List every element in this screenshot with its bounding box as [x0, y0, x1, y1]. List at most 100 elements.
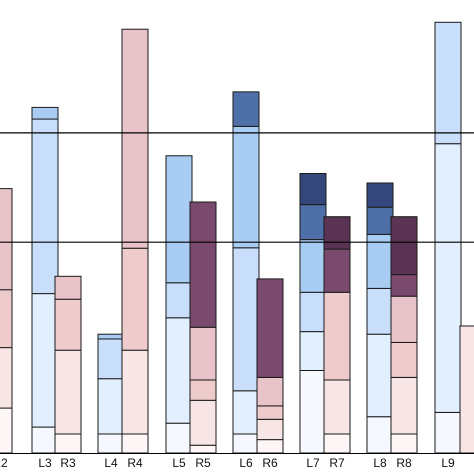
- bar-segment-R2-3: [0, 188, 13, 291]
- x-tick-label-R5: R5: [195, 456, 211, 470]
- bar-segment-L8-0: [366, 416, 394, 454]
- bar-segment-L3-0: [31, 426, 59, 454]
- bar-segment-L8-1: [366, 333, 394, 418]
- bar-segment-L7-4: [299, 204, 327, 241]
- bar-segment-R6-4: [256, 278, 284, 378]
- x-tick-label-L3: L3: [38, 456, 52, 470]
- bars-layer: [0, 21, 474, 454]
- bar-segment-R7-2: [323, 291, 351, 381]
- x-tick-labels: R2 L3 R3 L4 R4 L5 R5 L6 R6 L7 R7 L8 R8 L9: [0, 456, 455, 470]
- bar-segment-R5-1: [189, 399, 217, 446]
- x-tick-label-L9: L9: [441, 456, 455, 470]
- bar-segment-R8-3: [390, 295, 418, 343]
- bar-segment-R5-3: [189, 326, 217, 381]
- bar-segment-L7-2: [299, 291, 327, 333]
- bar-segment-R6-0: [256, 439, 284, 454]
- bar-segment-R2-0: [0, 407, 13, 454]
- bar-segment-L6-2: [232, 247, 260, 392]
- bar-segment-R5-0: [189, 444, 217, 454]
- bar-segment-R5-4: [189, 201, 217, 328]
- bar-L5-group: [165, 155, 193, 454]
- bar-segment-R8-4: [390, 274, 418, 297]
- bar-R6-group: [256, 278, 284, 454]
- bar-segment-L6-1: [232, 390, 260, 435]
- bar-segment-L9-2: [434, 21, 462, 145]
- bar-L6-group: [232, 91, 260, 454]
- bar-segment-L6-3: [232, 125, 260, 249]
- x-tick-label-R4: R4: [127, 456, 143, 470]
- bar-segment-L3-1: [31, 293, 59, 428]
- bar-segment-R3-1: [54, 349, 82, 435]
- bar-segment-R2-2: [0, 289, 13, 349]
- x-tick-label-L7: L7: [306, 456, 320, 470]
- bar-segment-R7-4: [323, 216, 351, 250]
- bar-segment-R8-2: [390, 341, 418, 378]
- bar-segment-R7-1: [323, 379, 351, 435]
- x-tick-label-R3: R3: [60, 456, 76, 470]
- bar-segment-L7-3: [299, 239, 327, 293]
- bar-L8-group: [366, 182, 394, 454]
- bar-segment-R6-2: [256, 405, 284, 420]
- bar-segment-R6-3: [256, 376, 284, 407]
- bar-L4-group: [97, 333, 125, 454]
- bar-segment-L8-2: [366, 287, 394, 335]
- bar-segment-L8-4: [366, 206, 394, 235]
- x-tick-label-R6: R6: [262, 456, 278, 470]
- bar-segment-R4-0: [121, 433, 149, 454]
- bar-segment-R8-1: [390, 376, 418, 435]
- reference-lines: [0, 132, 474, 454]
- bar-segment-R6-1: [256, 418, 284, 441]
- bar-segment-L3-3: [31, 106, 59, 120]
- bar-segment-R4-2: [121, 247, 149, 351]
- bar-segment-L7-5: [299, 172, 327, 206]
- bar-segment-R4-3: [121, 28, 149, 249]
- x-tick-label-L6: L6: [239, 456, 253, 470]
- bar-segment-L3-2: [31, 118, 59, 295]
- bar-segment-L5-3: [165, 155, 193, 284]
- bar-segment-R2-1: [0, 347, 13, 409]
- bar-segment-R7-3: [323, 248, 351, 293]
- bar-segment-L5-1: [165, 317, 193, 424]
- bar-R4-group: [121, 28, 149, 454]
- bar-segment-R5-2: [189, 379, 217, 401]
- bar-L7-group: [299, 172, 327, 454]
- bar-segment-L5-0: [165, 422, 193, 454]
- bar-segment-L4-0: [97, 433, 125, 454]
- bar-R2-group: [0, 188, 13, 454]
- bar-segment-L4-3: [97, 333, 125, 340]
- x-tick-label-L8: L8: [373, 456, 387, 470]
- x-tick-label-L4: L4: [104, 456, 118, 470]
- bar-L3-group: [31, 106, 59, 454]
- bar-segment-L6-4: [232, 91, 260, 127]
- bar-partial-group: [459, 325, 474, 454]
- x-tick-label-L5: L5: [172, 456, 186, 470]
- bar-segment-L7-0: [299, 369, 327, 454]
- bar-segment-L9-1: [434, 143, 462, 413]
- bar-segment-L6-0: [232, 433, 260, 454]
- bar-R3-group: [54, 275, 82, 454]
- bar-segment-R3-2: [54, 298, 82, 351]
- bar-segment-R4-1: [121, 349, 149, 435]
- x-tick-label-R7: R7: [329, 456, 345, 470]
- bar-R7-group: [323, 216, 351, 454]
- bar-segment-R3-3: [54, 275, 82, 300]
- bar-segment-L4-2: [97, 338, 125, 380]
- bar-segment-R3-0: [54, 433, 82, 454]
- bar-segment-partial-0: [459, 325, 474, 454]
- bar-segment-R8-5: [390, 216, 418, 276]
- bar-R5-group: [189, 201, 217, 454]
- bar-R8-group: [390, 216, 418, 454]
- bar-segment-L4-1: [97, 378, 125, 435]
- bar-segment-L8-3: [366, 233, 394, 289]
- bar-segment-R8-0: [390, 433, 418, 454]
- bar-segment-L8-5: [366, 182, 394, 208]
- x-tick-label-R2: R2: [0, 456, 8, 470]
- bar-segment-R7-0: [323, 433, 351, 454]
- bar-segment-L5-2: [165, 282, 193, 319]
- bar-segment-L9-0: [434, 411, 462, 454]
- bar-segment-L7-1: [299, 331, 327, 371]
- x-tick-label-R8: R8: [396, 456, 412, 470]
- bar-L9-group: [434, 21, 462, 454]
